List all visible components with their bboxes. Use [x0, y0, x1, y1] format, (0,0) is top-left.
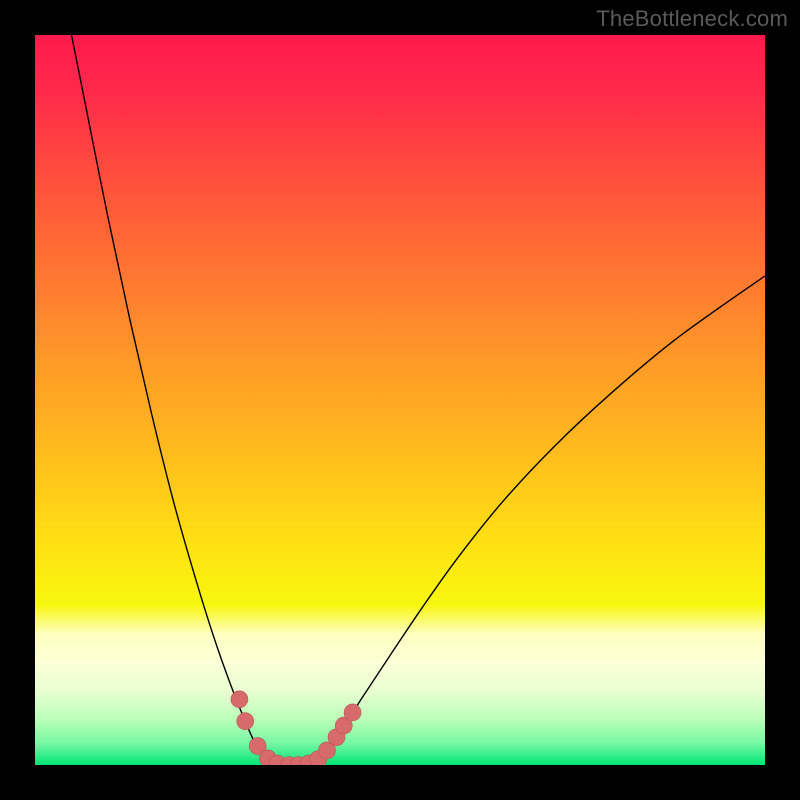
- watermark-text: TheBottleneck.com: [596, 6, 788, 32]
- marker-dot: [237, 713, 254, 730]
- marker-layer: [35, 35, 765, 765]
- marker-dot: [231, 691, 248, 708]
- chart-frame: TheBottleneck.com: [0, 0, 800, 800]
- plot-area: [35, 35, 765, 765]
- marker-dot: [344, 704, 361, 721]
